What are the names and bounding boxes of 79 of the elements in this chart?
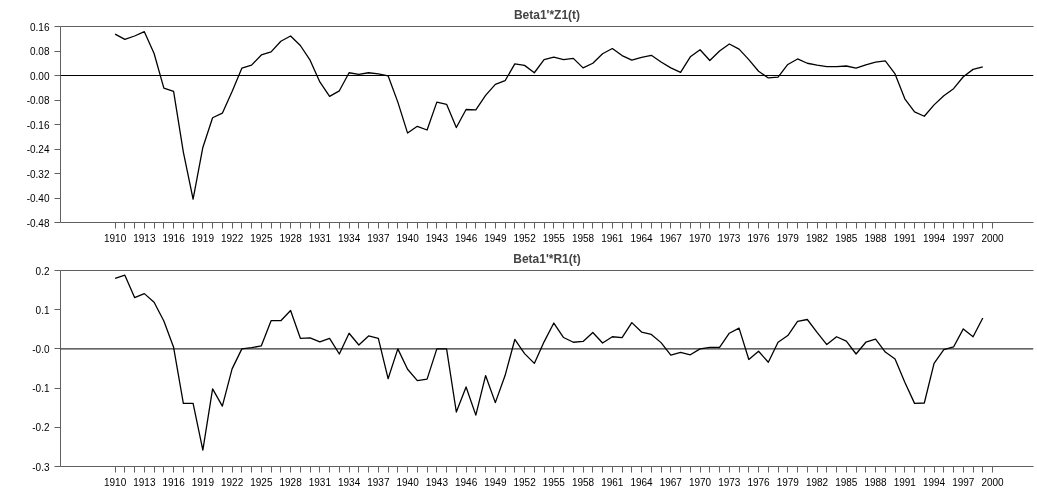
- x-tick-label: 2000: [981, 476, 1005, 488]
- x-tick-label: 1994: [922, 476, 946, 488]
- x-tick-label: 1997: [952, 476, 975, 488]
- x-tick-label: 1916: [162, 476, 186, 488]
- x-tick-label: 1937: [367, 232, 390, 244]
- chart-title: Beta1'*Z1(t): [513, 7, 581, 22]
- x-tick-label: 1922: [220, 476, 244, 488]
- x-tick-label: 1961: [601, 232, 624, 244]
- y-tick-label: 0.2: [35, 265, 50, 277]
- x-tick-label: 1970: [688, 476, 712, 488]
- x-tick-label: 1997: [952, 232, 975, 244]
- y-tick-label: 0.1: [35, 304, 50, 316]
- x-tick-label: 1958: [571, 476, 595, 488]
- x-tick-label: 2000: [981, 232, 1005, 244]
- y-tick-label: -0.24: [26, 144, 50, 155]
- x-tick-label: 1934: [337, 232, 361, 244]
- x-tick-label: 1979: [776, 232, 800, 244]
- x-tick-label: 1967: [659, 232, 683, 244]
- x-tick-label: 1994: [922, 232, 946, 244]
- x-tick-label: 1943: [425, 232, 449, 244]
- x-tick-label: 1913: [133, 232, 156, 244]
- x-tick-label: 1970: [688, 232, 712, 244]
- x-tick-label: 1964: [630, 232, 654, 244]
- x-tick-label: 1925: [250, 232, 273, 244]
- x-tick-label: 1952: [513, 232, 537, 244]
- x-tick-label: 1955: [542, 476, 566, 488]
- x-tick-label: 1982: [805, 232, 829, 244]
- y-tick-label: -0.2: [32, 422, 50, 434]
- x-tick-label: 1925: [250, 476, 273, 488]
- x-tick-label: 1988: [864, 232, 888, 244]
- y-tick-label: 0.00: [30, 70, 50, 82]
- x-tick-label: 1940: [396, 476, 420, 488]
- x-tick-label: 1946: [454, 232, 478, 244]
- x-tick-label: 1928: [279, 232, 303, 244]
- y-tick-label: -0.40: [26, 193, 50, 204]
- x-tick-label: 1931: [308, 476, 332, 488]
- x-tick-label: 1988: [864, 476, 888, 488]
- x-tick-label: 1946: [454, 476, 478, 488]
- x-tick-label: 1973: [718, 476, 741, 488]
- x-tick-label: 1943: [425, 476, 449, 488]
- y-tick-label: -0.1: [32, 383, 50, 395]
- x-tick-label: 1931: [308, 232, 332, 244]
- x-tick-label: 1976: [747, 232, 771, 244]
- y-tick-label: -0.32: [26, 168, 50, 180]
- y-tick-label: -0.3: [32, 461, 50, 473]
- x-tick-label: 1949: [484, 232, 507, 244]
- y-tick-label: -0.08: [26, 95, 50, 106]
- x-tick-label: 1982: [805, 476, 829, 488]
- x-tick-label: 1916: [162, 232, 186, 244]
- x-tick-label: 1991: [893, 232, 917, 244]
- x-tick-label: 1922: [220, 232, 244, 244]
- x-tick-label: 1967: [659, 476, 683, 488]
- x-tick-label: 1985: [835, 476, 858, 488]
- x-tick-label: 1949: [484, 476, 507, 488]
- x-tick-label: 1928: [279, 476, 303, 488]
- y-tick-label: 0.08: [30, 46, 50, 57]
- x-tick-label: 1913: [133, 476, 156, 488]
- x-tick-label: 1958: [571, 232, 595, 244]
- x-tick-label: 1955: [542, 232, 566, 244]
- chart-title: Beta1'*R1(t): [513, 251, 581, 266]
- y-tick-label: -0.48: [26, 217, 50, 229]
- x-tick-label: 1940: [396, 232, 420, 244]
- x-tick-label: 1964: [630, 476, 654, 488]
- x-tick-label: 1919: [191, 476, 215, 488]
- x-tick-label: 1976: [747, 476, 771, 488]
- x-tick-label: 1910: [103, 232, 127, 244]
- x-tick-label: 1973: [718, 232, 741, 244]
- x-tick-label: 1937: [367, 476, 390, 488]
- x-tick-label: 1952: [513, 476, 537, 488]
- x-tick-label: 1979: [776, 476, 800, 488]
- y-tick-label: -0.0: [32, 343, 50, 355]
- x-tick-label: 1991: [893, 476, 917, 488]
- y-tick-label: -0.16: [26, 119, 50, 131]
- x-tick-label: 1910: [103, 476, 127, 488]
- y-tick-label: 0.16: [30, 21, 50, 33]
- x-tick-label: 1961: [601, 476, 624, 488]
- x-tick-label: 1985: [835, 232, 858, 244]
- x-tick-label: 1919: [191, 232, 215, 244]
- x-tick-label: 1934: [337, 476, 361, 488]
